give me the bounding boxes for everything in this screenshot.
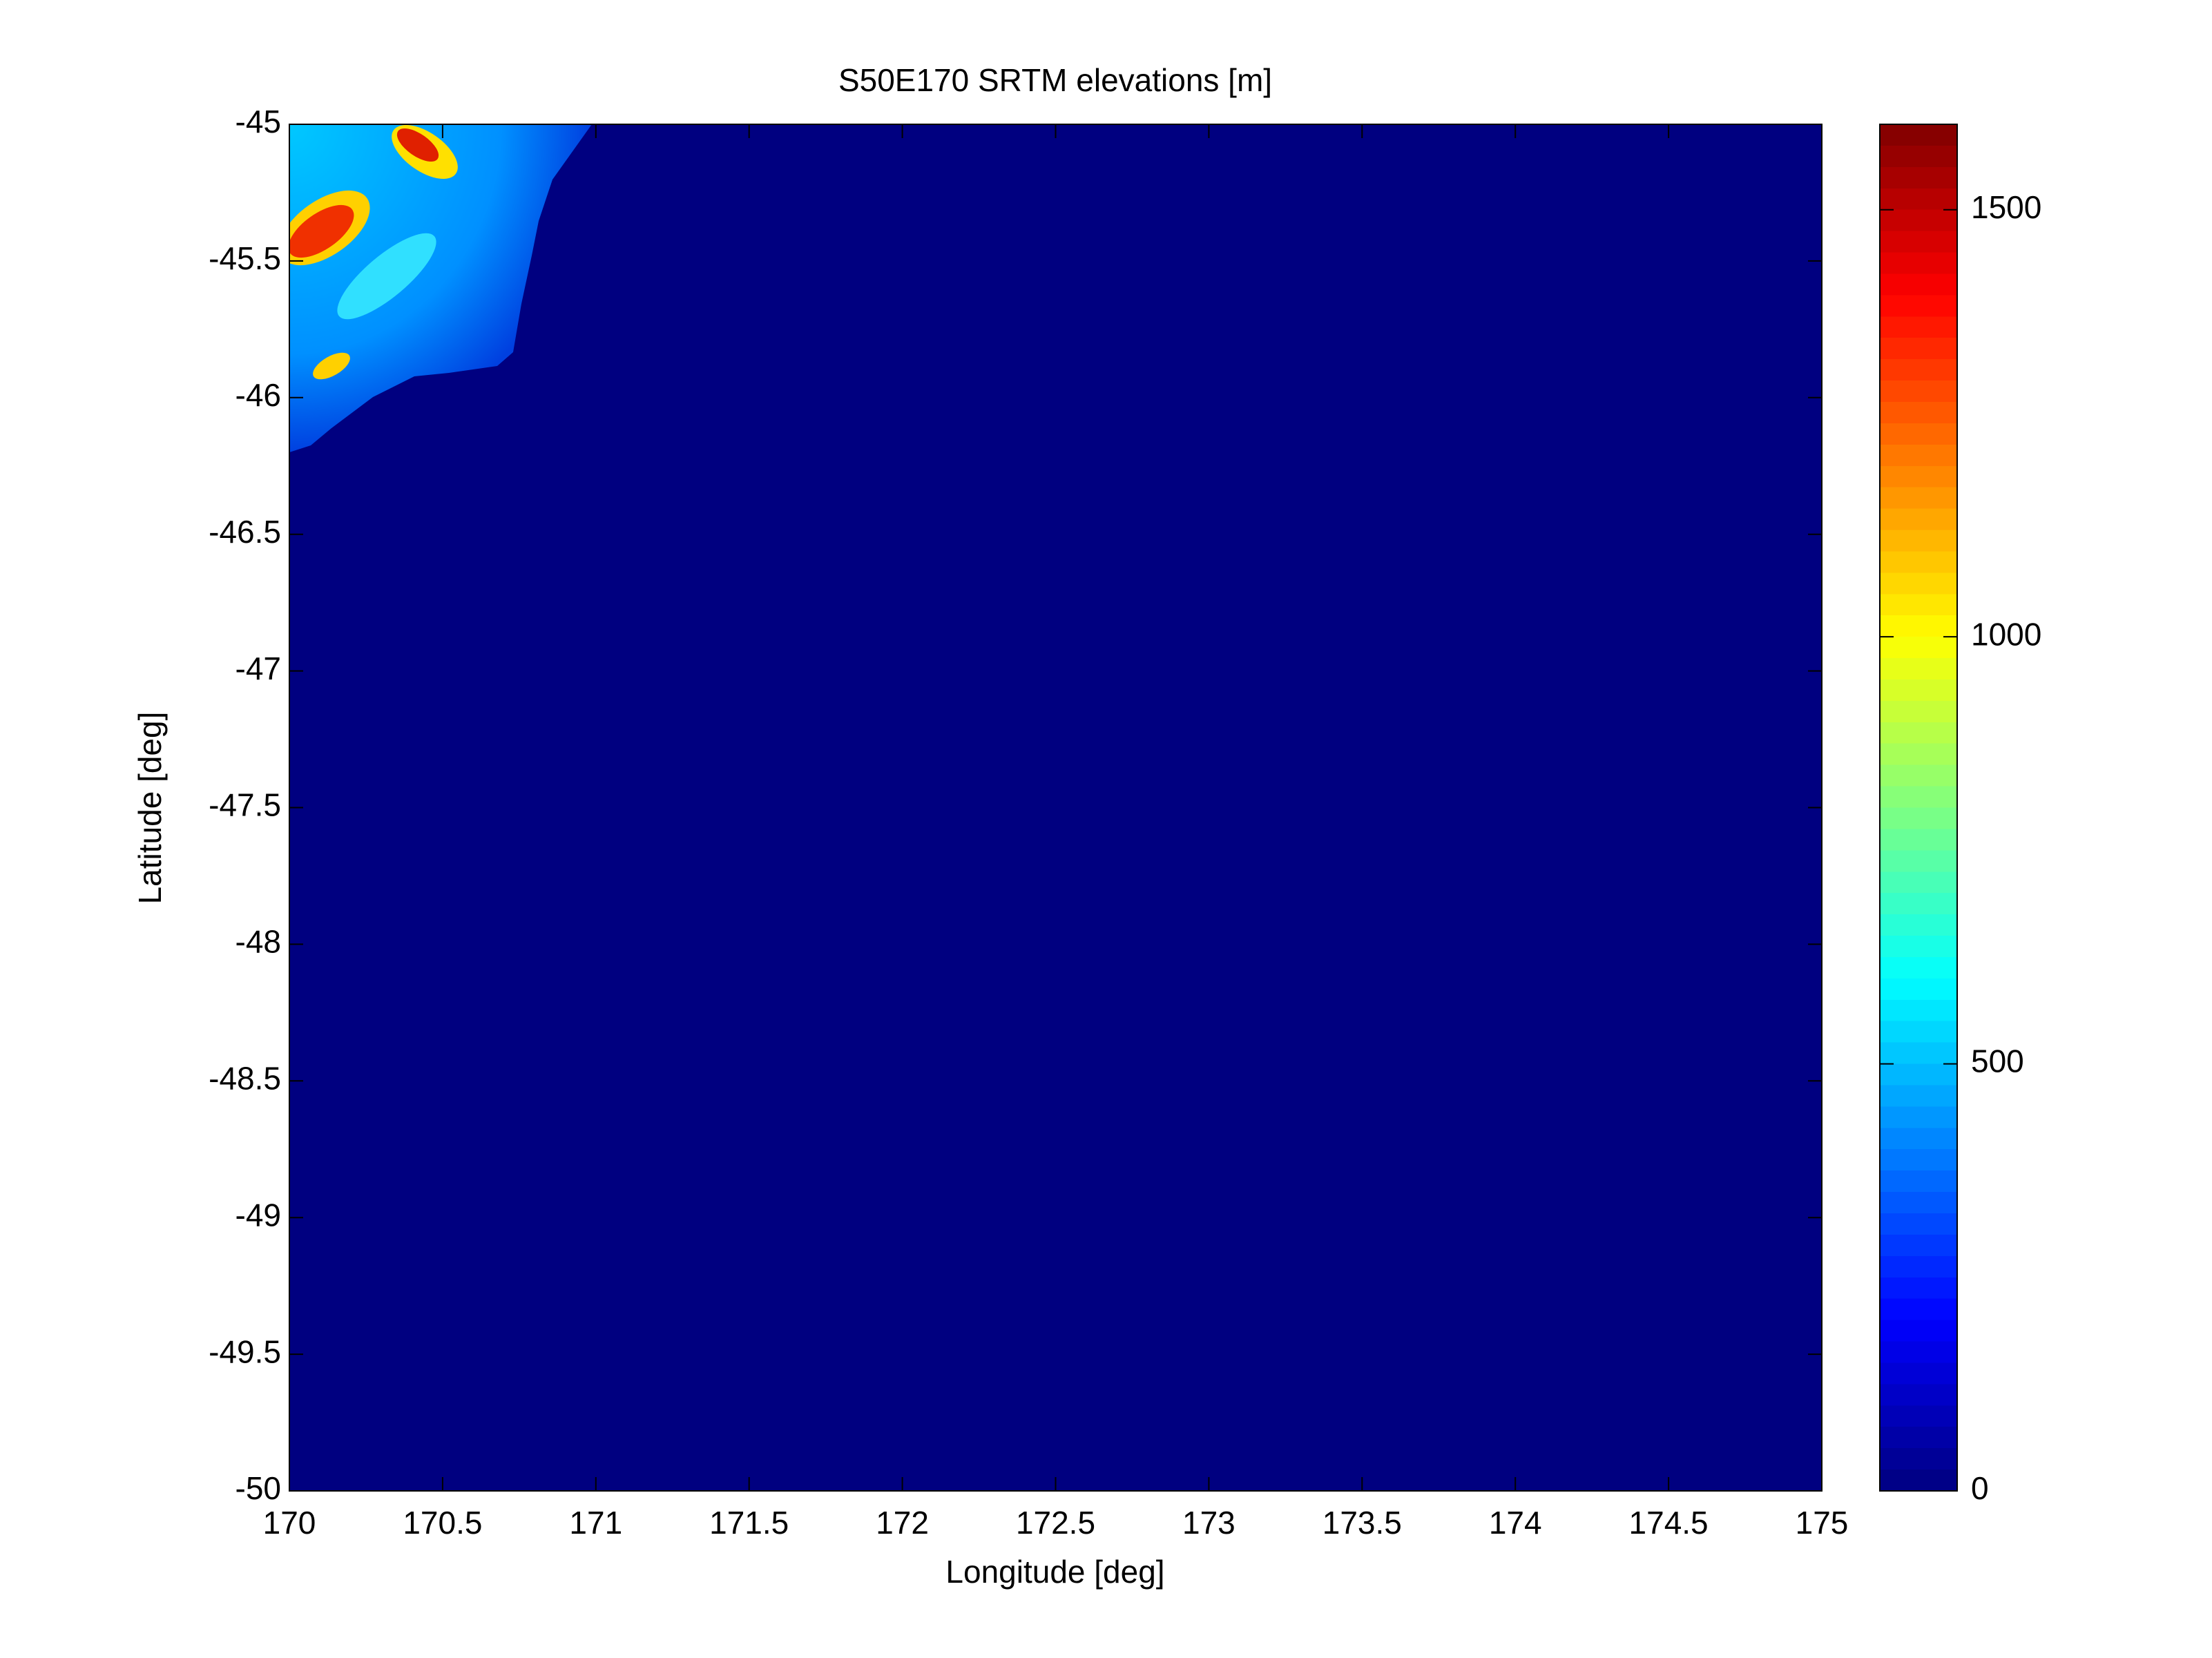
x-tick-label: 174.5: [1629, 1505, 1709, 1541]
x-axis-label: Longitude [deg]: [945, 1554, 1164, 1590]
y-tick-label: -46: [235, 377, 281, 413]
x-tick-label: 173: [1182, 1505, 1235, 1541]
colorbar-tick-label: 500: [1971, 1043, 2024, 1079]
x-tick-label: 171.5: [709, 1505, 789, 1541]
x-tick-label: 172.5: [1016, 1505, 1095, 1541]
y-tick-label: -48.5: [209, 1060, 281, 1096]
x-tick-label: 173.5: [1323, 1505, 1402, 1541]
ridge: [289, 204, 354, 258]
y-tick-label: -49.5: [209, 1333, 281, 1369]
ridge: [337, 233, 436, 320]
x-tick-label: 170.5: [403, 1505, 482, 1541]
y-tick-label: -50: [235, 1470, 281, 1506]
colorbar-tick-label: 0: [1971, 1470, 1989, 1506]
terrain: [289, 124, 592, 452]
y-tick-label: -46.5: [209, 514, 281, 550]
y-tick-label: -47.5: [209, 787, 281, 823]
y-tick-label: -45.5: [209, 240, 281, 276]
ridge: [396, 128, 439, 162]
chart-title: S50E170 SRTM elevations [m]: [838, 62, 1272, 98]
y-tick-label: -45: [235, 104, 281, 139]
y-tick-label: -49: [235, 1197, 281, 1233]
x-tick-label: 172: [876, 1505, 929, 1541]
colorbar: [1879, 124, 1958, 1492]
colorbar-tick-label: 1000: [1971, 616, 2041, 652]
y-axis-label: Latitude [deg]: [132, 712, 168, 905]
x-tick-label: 175: [1796, 1505, 1849, 1541]
ridge: [313, 352, 350, 380]
y-tick-label: -48: [235, 924, 281, 960]
x-tick-label: 170: [263, 1505, 316, 1541]
colorbar-tick-label: 1500: [1971, 189, 2041, 225]
x-tick-label: 171: [569, 1505, 622, 1541]
y-tick-label: -47: [235, 650, 281, 686]
plot-area: [289, 124, 1822, 1491]
x-tick-label: 174: [1489, 1505, 1542, 1541]
